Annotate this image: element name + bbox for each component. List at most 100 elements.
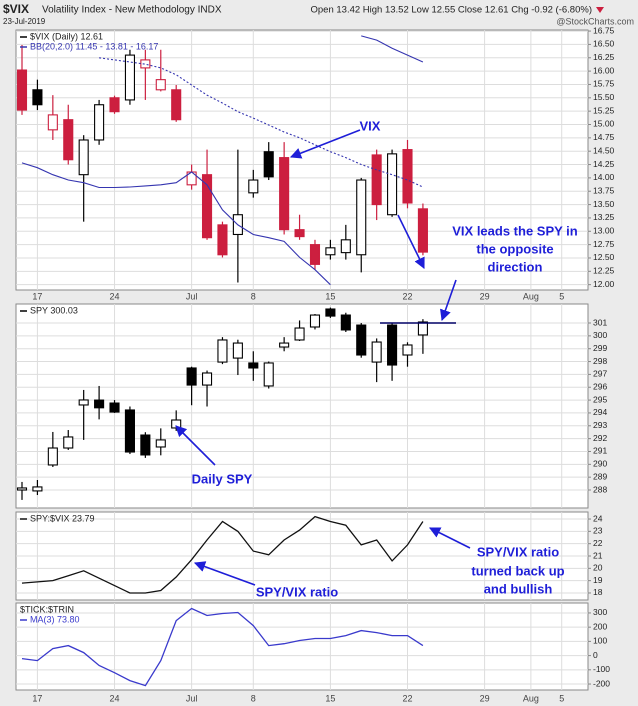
candle-body: [63, 436, 74, 449]
y-tick-label: 0: [593, 650, 598, 660]
candle-body: [279, 157, 290, 231]
x-tick-label: 17: [32, 693, 42, 703]
candle-body: [186, 367, 197, 386]
candle-body: [356, 324, 367, 356]
candle-body: [140, 434, 151, 456]
y-tick-label: 16.25: [593, 52, 615, 62]
candle-body: [217, 339, 228, 363]
y-tick-label: 299: [593, 343, 607, 353]
candle-body: [371, 154, 382, 206]
candle-body: [201, 372, 213, 386]
candle-body: [325, 247, 336, 256]
candle-body: [109, 97, 120, 113]
candle-body: [124, 409, 135, 453]
candle-body: [279, 342, 290, 348]
subtitle: Volatility Index - New Methodology INDX: [42, 5, 222, 16]
annotation: and bullish: [484, 581, 553, 596]
legend-label: SPY:$VIX 23.79: [30, 513, 95, 523]
y-tick-label: 298: [593, 356, 607, 366]
y-tick-label: 15.75: [593, 79, 615, 89]
y-tick-label: 21: [593, 550, 603, 560]
x-tick-label: 8: [251, 693, 256, 703]
candle-body: [325, 308, 336, 317]
candle-body: [402, 344, 413, 356]
candle-body: [232, 342, 243, 359]
candle-body: [32, 89, 43, 106]
candle-body: [16, 69, 28, 111]
candle-body: [294, 327, 305, 341]
y-tick-label: 24: [593, 513, 603, 523]
candle-body: [201, 174, 213, 239]
annotation: SPY/VIX ratio: [256, 584, 338, 599]
x-tick-label: 15: [325, 693, 335, 703]
panel: [15, 602, 589, 691]
y-tick-label: 18: [593, 587, 603, 597]
y-tick-label: 297: [593, 369, 607, 379]
candle-body: [155, 79, 166, 91]
y-tick-label: 291: [593, 446, 607, 456]
x-tick-label: Aug: [523, 291, 539, 301]
y-tick-label: 12.50: [593, 252, 615, 262]
candle-body: [263, 151, 274, 178]
candle-body: [47, 114, 58, 131]
candle-body: [356, 179, 367, 256]
panels: 17 24 Jul 8 15 22 29 Aug 5 17 24 Jul 8 15 22 29 Aug 5 12.0…: [15, 25, 615, 703]
band-upper: [361, 35, 424, 63]
y-tick-label: 13.00: [593, 226, 615, 236]
y-tick-label: 301: [593, 317, 607, 327]
candle-body: [124, 54, 135, 101]
candle-body: [340, 314, 351, 331]
legend-label: BB(20,2.0) 11.45 - 13.81 - 16.17: [30, 41, 158, 51]
y-tick-label: 100: [593, 636, 607, 646]
y-tick-label: 15.50: [593, 92, 615, 102]
y-tick-label: 13.25: [593, 212, 615, 222]
y-tick-label: 288: [593, 484, 607, 494]
y-tick-label: 13.75: [593, 185, 615, 195]
candle-body: [417, 208, 428, 253]
y-tick-label: 295: [593, 394, 607, 404]
band-middle: [99, 57, 424, 188]
x-tick-label: 5: [559, 291, 564, 301]
x-tick-label: 24: [110, 291, 120, 301]
x-tick-label: 5: [559, 693, 564, 703]
candle-body: [32, 486, 43, 492]
arrow: [397, 214, 425, 270]
x-tick-label: 29: [480, 693, 490, 703]
candle-body: [47, 447, 58, 466]
arrow: [289, 129, 361, 159]
annotation: direction: [488, 259, 543, 274]
candle-body: [78, 139, 89, 176]
y-tick-label: 292: [593, 433, 607, 443]
y-tick-label: 296: [593, 381, 607, 391]
candle-body: [171, 89, 182, 121]
panel: [15, 29, 589, 291]
annotation: turned back up: [471, 563, 564, 578]
y-tick-label: 14.75: [593, 132, 615, 142]
down-marker: [596, 7, 604, 13]
y-tick-label: 20: [593, 563, 603, 573]
candle-body: [263, 362, 274, 387]
candle-body: [387, 153, 398, 216]
candle-body: [94, 104, 105, 141]
x-tick-label: 22: [402, 693, 412, 703]
y-tick-label: 14.00: [593, 172, 615, 182]
candle-body: [309, 244, 321, 265]
annotation: VIX leads the SPY in: [452, 223, 578, 238]
y-tick-label: 14.50: [593, 145, 615, 155]
x-tick-label: 29: [480, 291, 490, 301]
legend-label: $VIX (Daily) 12.61: [30, 31, 103, 41]
annotation: Daily SPY: [192, 471, 253, 486]
source: @StockCharts.com: [556, 16, 634, 26]
y-tick-label: 16.50: [593, 39, 615, 49]
candle-body: [340, 239, 351, 254]
candle-body: [16, 487, 28, 491]
y-tick-label: 19: [593, 575, 603, 585]
candle-body: [387, 324, 398, 366]
candle-body: [371, 341, 382, 363]
candle-body: [78, 399, 89, 406]
candle-body: [417, 321, 428, 336]
y-tick-label: 200: [593, 621, 607, 631]
arrow: [428, 527, 471, 549]
annotation: VIX: [360, 118, 381, 133]
